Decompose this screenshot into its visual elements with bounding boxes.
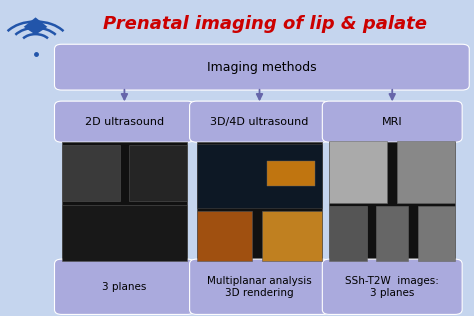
- Bar: [62, 142, 187, 261]
- Bar: [376, 206, 409, 261]
- Bar: [329, 142, 455, 261]
- Text: Multiplanar analysis
3D rendering: Multiplanar analysis 3D rendering: [207, 276, 312, 298]
- Bar: [329, 142, 387, 203]
- FancyBboxPatch shape: [55, 259, 194, 314]
- Text: SSh-T2W  images:
3 planes: SSh-T2W images: 3 planes: [345, 276, 439, 298]
- FancyBboxPatch shape: [55, 101, 194, 142]
- Text: 2D ultrasound: 2D ultrasound: [85, 117, 164, 127]
- FancyBboxPatch shape: [322, 101, 462, 142]
- Text: MRI: MRI: [382, 117, 402, 127]
- Bar: [397, 142, 455, 203]
- Bar: [197, 142, 322, 261]
- FancyBboxPatch shape: [190, 101, 329, 142]
- Polygon shape: [24, 17, 47, 35]
- Bar: [129, 145, 187, 202]
- FancyBboxPatch shape: [190, 259, 329, 314]
- Bar: [62, 205, 187, 261]
- Text: Prenatal imaging of lip & palate: Prenatal imaging of lip & palate: [103, 15, 428, 33]
- Bar: [267, 161, 315, 186]
- Bar: [329, 206, 366, 261]
- Text: 3D/4D ultrasound: 3D/4D ultrasound: [210, 117, 309, 127]
- Bar: [418, 206, 455, 261]
- Bar: [197, 211, 252, 261]
- Text: 3 planes: 3 planes: [102, 282, 146, 292]
- FancyBboxPatch shape: [55, 44, 469, 90]
- Text: Imaging methods: Imaging methods: [207, 61, 317, 74]
- FancyBboxPatch shape: [322, 259, 462, 314]
- Bar: [197, 144, 322, 208]
- Bar: [62, 145, 119, 202]
- Bar: [262, 211, 322, 261]
